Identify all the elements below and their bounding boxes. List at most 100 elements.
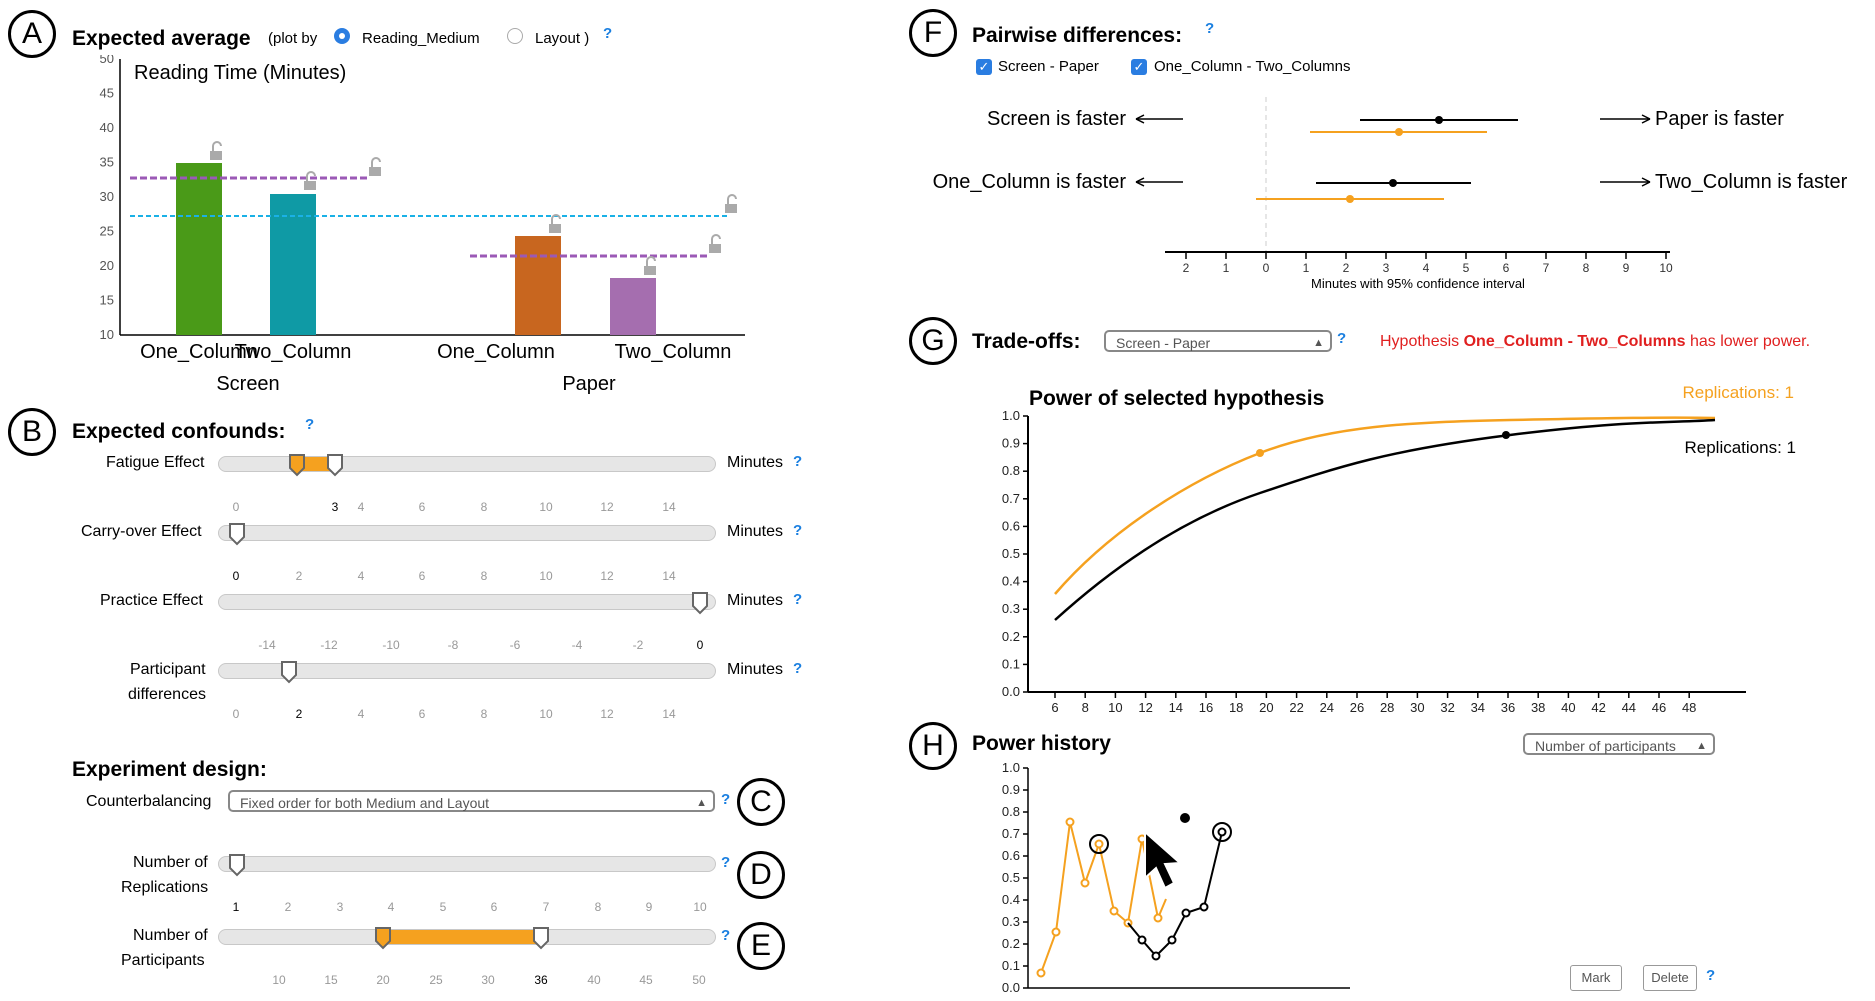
carryover-handle[interactable] <box>228 522 246 546</box>
bar-screen-one-column <box>176 163 222 335</box>
power-x-tick: 8 <box>1082 700 1089 715</box>
power-curve-black <box>1054 418 1716 621</box>
lock-icons[interactable] <box>210 141 737 275</box>
slider-tick-label: 6 <box>418 569 426 583</box>
history-line-orange <box>1040 821 1167 974</box>
slider-tick-label: 12 <box>600 500 614 514</box>
confounds-title: Expected confounds: <box>72 420 286 443</box>
fatigue-handle-low[interactable] <box>288 453 306 477</box>
badge-d: D <box>737 851 785 899</box>
practice-label: Practice Effect <box>100 592 203 609</box>
practice-slider[interactable] <box>218 594 716 610</box>
power-y-tick: 0.7 <box>1002 491 1020 506</box>
group-label-paper: Paper <box>562 373 616 395</box>
history-y-tick: 0.8 <box>1002 804 1020 819</box>
history-y-tick: 0.5 <box>1002 870 1020 885</box>
power-x-tick: 28 <box>1380 700 1394 715</box>
power-y-tick: 0.4 <box>1002 574 1020 589</box>
help-icon[interactable]: ? <box>721 854 731 871</box>
replications-slider[interactable] <box>218 856 716 872</box>
group-label-screen: Screen <box>216 373 279 395</box>
practice-handle[interactable] <box>691 591 709 615</box>
help-icon[interactable]: ? <box>721 927 731 944</box>
slider-tick-label: 20 <box>376 973 390 987</box>
power-chart: Power of selected hypothesis Replication… <box>1002 383 1796 715</box>
history-y-tick: 0.4 <box>1002 892 1020 907</box>
slider-tick-label: 45 <box>639 973 653 987</box>
slider-tick-label: 2 <box>295 569 303 583</box>
radio-layout-label[interactable]: Layout ) <box>535 30 590 47</box>
participants-handle-high[interactable] <box>532 926 550 950</box>
radio-reading-medium[interactable] <box>334 28 350 44</box>
help-icon[interactable]: ? <box>1205 20 1215 37</box>
slider-tick-label: 8 <box>480 500 488 514</box>
carryover-label: Carry-over Effect <box>81 523 202 540</box>
bar-paper-two-column <box>610 278 656 335</box>
badge-g: G <box>909 317 957 365</box>
pairwise-tick-label: 9 <box>1623 261 1630 275</box>
power-x-tick: 38 <box>1531 700 1545 715</box>
bar-label-4: Two_Column <box>615 341 732 363</box>
mark-button[interactable]: Mark <box>1570 965 1622 991</box>
fatigue-handle-high[interactable] <box>326 453 344 477</box>
slider-tick-label: 10 <box>693 900 707 914</box>
history-y-tick: 0.0 <box>1002 980 1020 995</box>
badge-b: B <box>8 408 56 456</box>
power-x-tick: 32 <box>1440 700 1454 715</box>
slider-tick-label: 0 <box>232 569 240 583</box>
help-icon[interactable]: ? <box>305 416 315 433</box>
y-tick-label: 20 <box>100 258 114 273</box>
marked-point[interactable] <box>1212 822 1232 842</box>
history-y-tick: 0.6 <box>1002 848 1020 863</box>
delete-button[interactable]: Delete <box>1643 965 1697 991</box>
expected-average-chart: 50 45 40 35 30 25 20 15 10 Reading Time (Minutes… <box>100 55 745 395</box>
carryover-slider[interactable] <box>218 525 716 541</box>
slider-tick-label: 6 <box>418 707 426 721</box>
slider-tick-label: 3 <box>331 500 339 514</box>
power-x-tick: 42 <box>1591 700 1605 715</box>
checkbox-column-layout[interactable]: ✓ <box>1131 59 1147 75</box>
slider-tick-label: -6 <box>509 638 521 652</box>
help-icon[interactable]: ? <box>793 660 803 677</box>
participants-handle-low[interactable] <box>374 926 392 950</box>
radio-layout[interactable] <box>507 28 523 44</box>
help-icon[interactable]: ? <box>1706 967 1716 984</box>
row1-right-label: Paper is faster <box>1655 108 1784 130</box>
history-select[interactable]: Number of participants ▲ <box>1523 733 1715 755</box>
replications-label-2: Replications <box>121 879 209 896</box>
checkbox-column-layout-label: One_Column - Two_Columns <box>1154 58 1351 75</box>
radio-reading-medium-label[interactable]: Reading_Medium <box>362 30 480 47</box>
help-icon[interactable]: ? <box>603 25 613 42</box>
help-icon[interactable]: ? <box>721 791 731 808</box>
slider-tick-label: 10 <box>539 500 553 514</box>
bar-label-1: One_Column <box>140 341 258 363</box>
slider-tick-label: 10 <box>539 707 553 721</box>
help-icon[interactable]: ? <box>1337 330 1347 347</box>
checkbox-screen-paper[interactable]: ✓ <box>976 59 992 75</box>
pairwise-tick-label: 0 <box>1263 261 1270 275</box>
power-y-tick: 0.1 <box>1002 656 1020 671</box>
replications-handle[interactable] <box>228 853 246 877</box>
tradeoffs-select[interactable]: Screen - Paper ▲ <box>1104 330 1332 352</box>
marked-point[interactable] <box>1089 834 1109 854</box>
unit-label: Minutes <box>727 523 784 540</box>
power-y-tick: 0.8 <box>1002 463 1020 478</box>
pairwise-tick-label: 1 <box>1303 261 1310 275</box>
slider-tick-label: -12 <box>320 638 338 652</box>
participant-diff-slider[interactable] <box>218 663 716 679</box>
y-tick-label: 15 <box>100 293 114 308</box>
participant-diff-handle[interactable] <box>280 660 298 684</box>
help-icon[interactable]: ? <box>793 522 803 539</box>
power-x-tick: 26 <box>1350 700 1364 715</box>
pairwise-tick-label: 2 <box>1183 261 1190 275</box>
bar-paper-one-column <box>515 236 561 335</box>
counterbalancing-value: Fixed order for both Medium and Layout <box>240 795 490 811</box>
power-x-tick: 12 <box>1138 700 1152 715</box>
help-icon[interactable]: ? <box>793 591 803 608</box>
help-icon[interactable]: ? <box>793 453 803 470</box>
pairwise-tick-label: 7 <box>1543 261 1550 275</box>
counterbalancing-select[interactable]: Fixed order for both Medium and Layout ▲ <box>228 790 715 812</box>
badge-h: H <box>909 722 957 770</box>
participants-label-2: Participants <box>121 952 205 969</box>
power-chart-title: Power of selected hypothesis <box>1029 387 1324 410</box>
